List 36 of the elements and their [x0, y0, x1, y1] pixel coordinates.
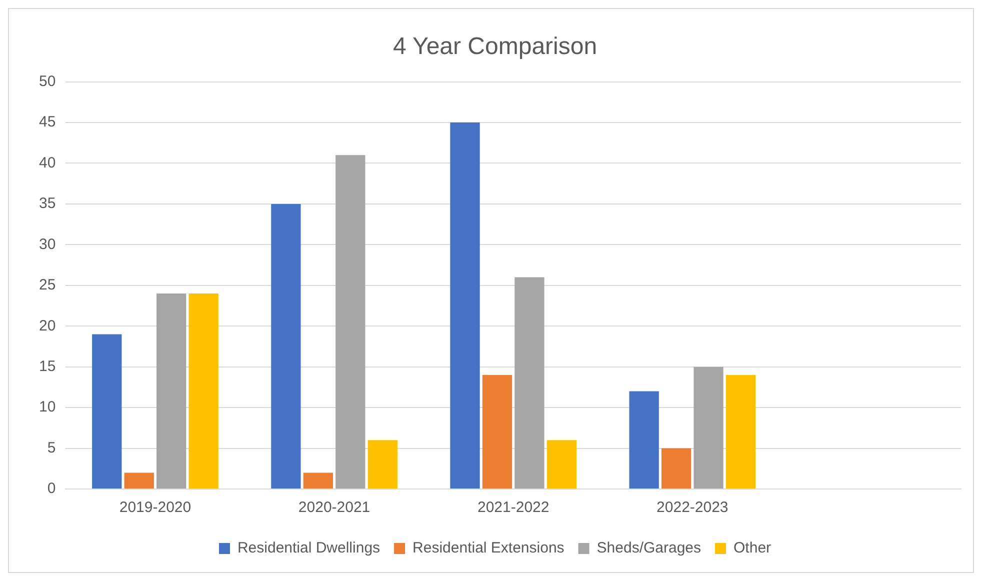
bar — [694, 366, 724, 488]
bar — [156, 294, 186, 488]
bar — [303, 472, 333, 488]
y-tick-label: 25 — [38, 276, 56, 294]
bar — [450, 122, 480, 488]
bar — [726, 374, 756, 488]
bar — [368, 440, 398, 488]
y-tick-label: 40 — [38, 154, 56, 172]
y-tick-label: 0 — [47, 480, 56, 498]
legend-label: Sheds/Garages — [596, 540, 702, 557]
y-tick-label: 35 — [38, 195, 56, 212]
bar — [661, 448, 692, 488]
bar — [546, 440, 577, 488]
bar — [482, 374, 512, 488]
x-tick-label: 2020-2021 — [298, 499, 370, 516]
bar — [124, 472, 154, 488]
bar — [271, 204, 301, 488]
legend-label: Residential Dwellings — [237, 540, 380, 557]
x-tick-label: 2022-2023 — [656, 499, 728, 516]
bar — [188, 294, 218, 488]
bar — [336, 155, 366, 488]
bar — [92, 334, 122, 488]
y-tick-label: 5 — [47, 439, 56, 456]
bar — [514, 277, 544, 488]
y-tick-label: 15 — [38, 358, 56, 375]
y-tick-label: 45 — [38, 114, 56, 131]
x-tick-label: 2019-2020 — [119, 499, 192, 516]
chart-title: 4 Year Comparison — [392, 33, 598, 60]
y-tick-label: 20 — [38, 317, 56, 334]
y-tick-label: 50 — [38, 72, 56, 90]
y-tick-label: 10 — [38, 398, 56, 416]
y-tick-label: 30 — [38, 236, 56, 253]
legend-label: Residential Extensions — [412, 540, 564, 557]
legend-label: Other — [734, 540, 772, 557]
bar — [629, 391, 659, 488]
x-tick-label: 2021-2022 — [477, 499, 550, 516]
